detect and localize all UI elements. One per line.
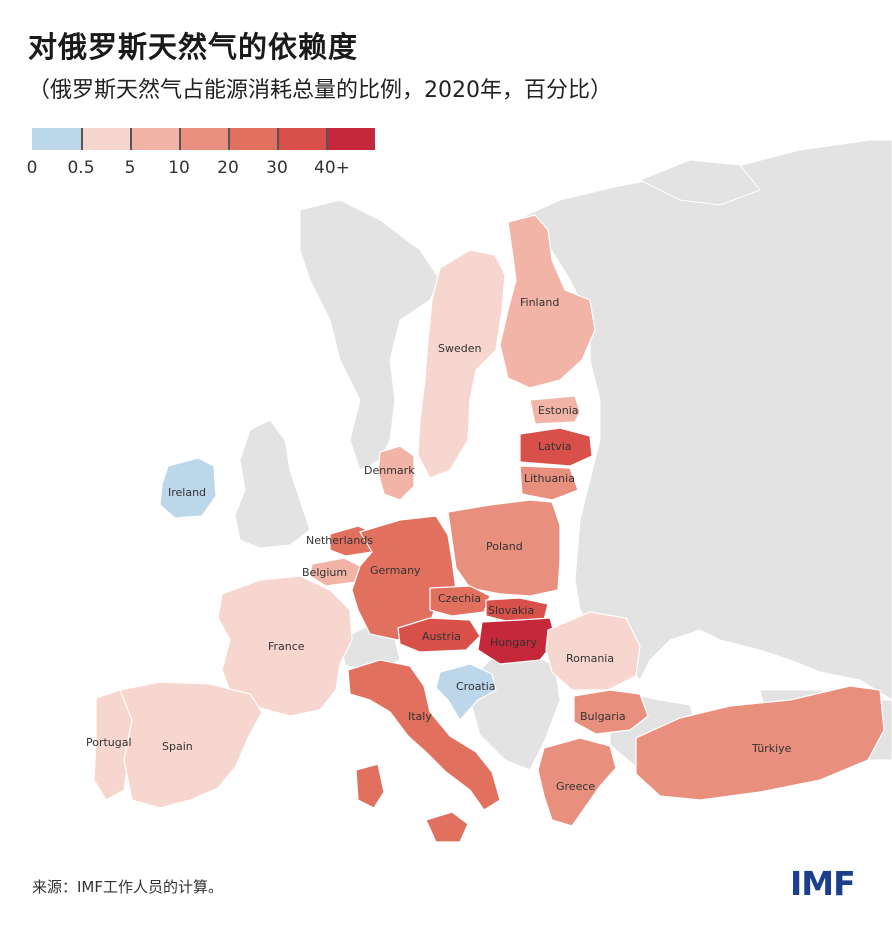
legend-swatch-1 bbox=[81, 128, 130, 150]
legend-tick-labels: 0 0.5 5 10 20 30 40+ bbox=[27, 158, 392, 180]
label-latvia: Latvia bbox=[538, 440, 572, 453]
label-germany: Germany bbox=[370, 564, 421, 577]
label-portugal: Portugal bbox=[86, 736, 132, 749]
country-greece[interactable] bbox=[537, 737, 617, 827]
country-ireland[interactable] bbox=[159, 457, 217, 519]
legend-tick-2: 5 bbox=[124, 158, 136, 178]
label-turkiye: Türkiye bbox=[751, 742, 792, 755]
country-france[interactable] bbox=[217, 575, 353, 717]
country-denmark[interactable] bbox=[377, 445, 415, 501]
label-finland: Finland bbox=[520, 296, 559, 309]
imf-logo: IMF bbox=[790, 864, 856, 903]
legend-tick-1: 0.5 bbox=[67, 158, 95, 178]
label-belgium: Belgium bbox=[302, 566, 347, 579]
legend-swatch-0 bbox=[32, 128, 81, 150]
choropleth-countries bbox=[93, 214, 885, 843]
legend-tick-6: 40+ bbox=[314, 158, 350, 178]
legend-swatch-4 bbox=[228, 128, 277, 150]
country-labels: Finland Sweden Estonia Latvia Lithuania … bbox=[86, 296, 792, 793]
label-greece: Greece bbox=[556, 780, 595, 793]
legend-color-bar bbox=[32, 128, 392, 150]
country-turkiye[interactable] bbox=[635, 685, 885, 801]
legend-swatch-6 bbox=[326, 128, 375, 150]
label-denmark: Denmark bbox=[364, 464, 415, 477]
country-latvia[interactable] bbox=[519, 427, 593, 467]
chart-subtitle: （俄罗斯天然气占能源消耗总量的比例，2020年，百分比） bbox=[28, 78, 612, 103]
country-lithuania[interactable] bbox=[519, 465, 579, 501]
label-italy: Italy bbox=[408, 710, 432, 723]
label-czechia: Czechia bbox=[438, 592, 481, 605]
legend-tick-0: 0 bbox=[26, 158, 38, 178]
label-netherlands: Netherlands bbox=[306, 534, 373, 547]
country-romania[interactable] bbox=[545, 611, 641, 691]
label-bulgaria: Bulgaria bbox=[580, 710, 626, 723]
legend-swatch-3 bbox=[179, 128, 228, 150]
country-estonia[interactable] bbox=[529, 395, 581, 425]
label-lithuania: Lithuania bbox=[524, 472, 575, 485]
label-austria: Austria bbox=[422, 630, 461, 643]
legend-tick-4: 20 bbox=[217, 158, 239, 178]
legend-tick-5: 30 bbox=[266, 158, 288, 178]
label-croatia: Croatia bbox=[456, 680, 496, 693]
country-poland[interactable] bbox=[447, 499, 561, 597]
label-poland: Poland bbox=[486, 540, 523, 553]
legend-swatch-5 bbox=[277, 128, 326, 150]
label-sweden: Sweden bbox=[438, 342, 481, 355]
label-spain: Spain bbox=[162, 740, 193, 753]
label-ireland: Ireland bbox=[168, 486, 206, 499]
country-spain[interactable] bbox=[119, 681, 263, 809]
country-austria[interactable] bbox=[397, 617, 481, 653]
country-finland[interactable] bbox=[499, 214, 596, 389]
legend-swatch-2 bbox=[130, 128, 179, 150]
label-france: France bbox=[268, 640, 305, 653]
label-slovakia: Slovakia bbox=[488, 604, 534, 617]
legend: 0 0.5 5 10 20 30 40+ bbox=[27, 128, 392, 180]
country-sweden[interactable] bbox=[417, 249, 506, 479]
country-croatia[interactable] bbox=[435, 663, 497, 722]
label-romania: Romania bbox=[566, 652, 614, 665]
legend-tick-3: 10 bbox=[168, 158, 190, 178]
chart-title: 对俄罗斯天然气的依赖度 bbox=[28, 30, 359, 64]
country-bulgaria[interactable] bbox=[573, 689, 649, 735]
label-hungary: Hungary bbox=[490, 636, 537, 649]
country-italy[interactable] bbox=[347, 659, 501, 843]
label-estonia: Estonia bbox=[538, 404, 579, 417]
source-note: 来源：IMF工作人员的计算。 bbox=[32, 878, 223, 896]
country-czechia[interactable] bbox=[429, 585, 491, 617]
